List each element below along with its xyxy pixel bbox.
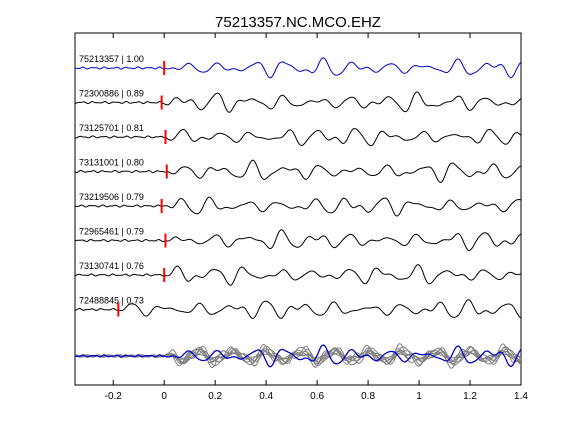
trace-label-73131001: 73131001 | 0.80 bbox=[79, 158, 144, 168]
overlay-reference-trace bbox=[75, 344, 522, 368]
trace-labels: 75213357 | 1.00 72300886 | 0.89 73125701 |… bbox=[79, 54, 144, 306]
trace-line-72965461 bbox=[74, 229, 522, 252]
x-tick-label: 1 bbox=[416, 391, 422, 402]
trace-label-73219506: 73219506 | 0.79 bbox=[79, 192, 144, 202]
x-tick-label: 1.2 bbox=[463, 391, 477, 402]
x-tick-label: 0.6 bbox=[310, 391, 324, 402]
x-tick-label: 0.2 bbox=[208, 391, 222, 402]
trace-line-72488845 bbox=[74, 299, 522, 319]
trace-label-72488845: 72488845 | 0.73 bbox=[79, 296, 144, 306]
trace-label-72965461: 72965461 | 0.79 bbox=[79, 227, 144, 237]
trace-label-73125701: 73125701 | 0.81 bbox=[79, 123, 144, 133]
trace-group bbox=[74, 57, 522, 319]
trace-line-73219506 bbox=[74, 196, 522, 217]
x-tick-label: -0.2 bbox=[105, 391, 123, 402]
trace-line-73130741 bbox=[74, 264, 522, 286]
plot-frame bbox=[74, 32, 522, 386]
trace-label-72300886: 72300886 | 0.89 bbox=[79, 89, 144, 99]
trace-line-72300886 bbox=[74, 91, 522, 113]
trace-line-73131001 bbox=[74, 159, 522, 183]
trace-label-75213357: 75213357 | 1.00 bbox=[79, 54, 144, 64]
stacked-overlay bbox=[74, 343, 522, 369]
trace-line-75213357 bbox=[75, 57, 522, 79]
x-tick-label: 0 bbox=[161, 391, 167, 402]
trace-label-73130741: 73130741 | 0.76 bbox=[79, 261, 144, 271]
x-tick-label: 1.4 bbox=[514, 391, 528, 402]
x-axis: -0.2 0 0.2 0.4 0.6 0.8 1 1.2 1.4 bbox=[105, 33, 528, 402]
chart-title: 75213357.NC.MCO.EHZ bbox=[215, 14, 381, 31]
x-tick-label: 0.4 bbox=[259, 391, 273, 402]
x-tick-label: 0.8 bbox=[361, 391, 375, 402]
trace-line-73125701 bbox=[74, 127, 522, 147]
